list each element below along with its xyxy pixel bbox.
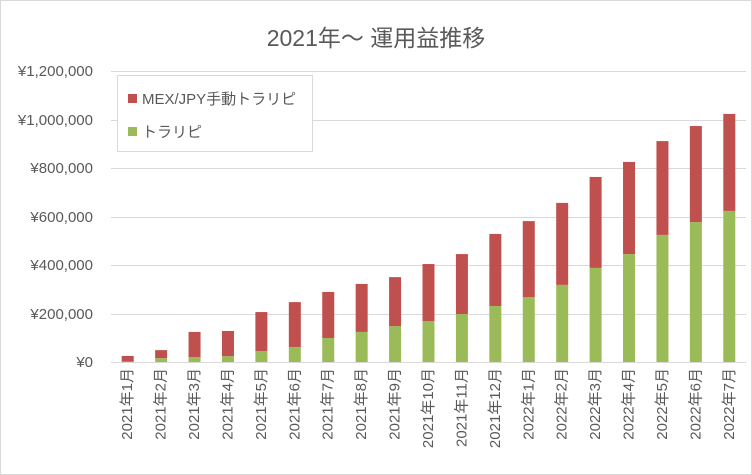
bar-mexjpy-manual-12 [522, 221, 535, 298]
bar-toraripi-2 [188, 357, 201, 362]
bar-toraripi-9 [422, 321, 435, 362]
bar-toraripi-15 [623, 254, 636, 362]
x-tick-label: 2021年3月 [186, 368, 203, 440]
x-tick-label: 2022年1月 [520, 368, 537, 440]
bar-mexjpy-manual-7 [355, 283, 368, 332]
x-tick-label: 2021年8月 [353, 368, 370, 440]
bar-toraripi-4 [255, 351, 268, 362]
legend-swatch-toraripi [128, 126, 137, 136]
bar-mexjpy-manual-17 [689, 126, 702, 223]
bar-mexjpy-manual-18 [723, 113, 736, 211]
x-tick-label: 2022年3月 [587, 368, 604, 440]
bar-mexjpy-manual-2 [188, 331, 201, 358]
y-tick-label: ¥200,000 [29, 306, 93, 323]
bar-toraripi-1 [155, 358, 168, 362]
bar-toraripi-11 [489, 305, 502, 362]
bar-toraripi-3 [221, 356, 234, 362]
bar-mexjpy-manual-5 [288, 302, 301, 347]
bar-toraripi-13 [556, 284, 569, 362]
x-tick-label: 2021年4月 [219, 368, 236, 440]
y-tick-label: ¥800,000 [29, 160, 93, 177]
bar-toraripi-8 [389, 326, 402, 362]
y-tick-label: ¥400,000 [29, 257, 93, 274]
bar-mexjpy-manual-1 [155, 350, 168, 359]
x-tick-label: 2021年9月 [387, 368, 404, 440]
bar-mexjpy-manual-4 [255, 312, 268, 352]
x-tick-label: 2021年11月 [453, 368, 470, 447]
x-tick-label: 2022年4月 [621, 368, 638, 440]
legend-swatch-mexjpy-manual [128, 93, 137, 103]
bar-toraripi-12 [522, 297, 535, 362]
bar-toraripi-6 [322, 337, 335, 362]
y-tick-label: ¥1,000,000 [17, 112, 93, 129]
bar-mexjpy-manual-14 [589, 176, 602, 268]
legend-item-toraripi: トラリピ [128, 121, 202, 141]
legend: MEX/JPY手動トラリピ トラリピ [117, 75, 313, 152]
legend-item-mexjpy-manual: MEX/JPY手動トラリピ [128, 88, 296, 108]
bar-toraripi-18 [723, 210, 736, 362]
x-tick-label: 2021年7月 [320, 368, 337, 440]
x-tick-label: 2022年5月 [654, 368, 671, 440]
x-tick-label: 2022年7月 [721, 368, 738, 440]
x-tick-label: 2022年2月 [554, 368, 571, 440]
bar-mexjpy-manual-0 [121, 355, 134, 362]
bar-mexjpy-manual-8 [389, 277, 402, 327]
bar-toraripi-16 [656, 234, 669, 362]
x-tick-label: 2021年1月 [119, 368, 136, 440]
x-tick-label: 2021年5月 [253, 368, 270, 440]
bar-mexjpy-manual-13 [556, 202, 569, 285]
bars [121, 113, 736, 362]
bar-mexjpy-manual-11 [489, 233, 502, 306]
bar-toraripi-14 [589, 267, 602, 362]
bar-toraripi-5 [288, 346, 301, 362]
bar-mexjpy-manual-3 [221, 330, 234, 357]
y-tick-label: ¥0 [75, 354, 93, 371]
x-tick-label: 2021年2月 [153, 368, 170, 440]
bar-toraripi-7 [355, 331, 368, 362]
x-tick-label: 2022年6月 [687, 368, 704, 440]
x-tick-label: 2021年10月 [420, 368, 437, 448]
bar-mexjpy-manual-9 [422, 264, 435, 322]
bar-mexjpy-manual-6 [322, 291, 335, 338]
bar-mexjpy-manual-10 [455, 254, 468, 314]
bar-toraripi-17 [689, 222, 702, 362]
legend-label-mexjpy-manual: MEX/JPY手動トラリピ [142, 90, 297, 108]
chart-title: 2021年～ 運用益推移 [266, 25, 486, 51]
y-tick-label: ¥600,000 [29, 209, 93, 226]
x-tick-label: 2021年12月 [487, 368, 504, 448]
y-tick-label: ¥1,200,000 [17, 63, 93, 80]
legend-label-toraripi: トラリピ [142, 123, 203, 141]
bar-mexjpy-manual-16 [656, 141, 669, 235]
x-tick-label: 2021年6月 [286, 368, 303, 440]
bar-mexjpy-manual-15 [623, 161, 636, 255]
x-axis-labels: 2021年1月 2021年2月 2021年3月 2021年4月 2021年5月 2021年… [119, 368, 738, 448]
bar-toraripi-10 [455, 313, 468, 362]
